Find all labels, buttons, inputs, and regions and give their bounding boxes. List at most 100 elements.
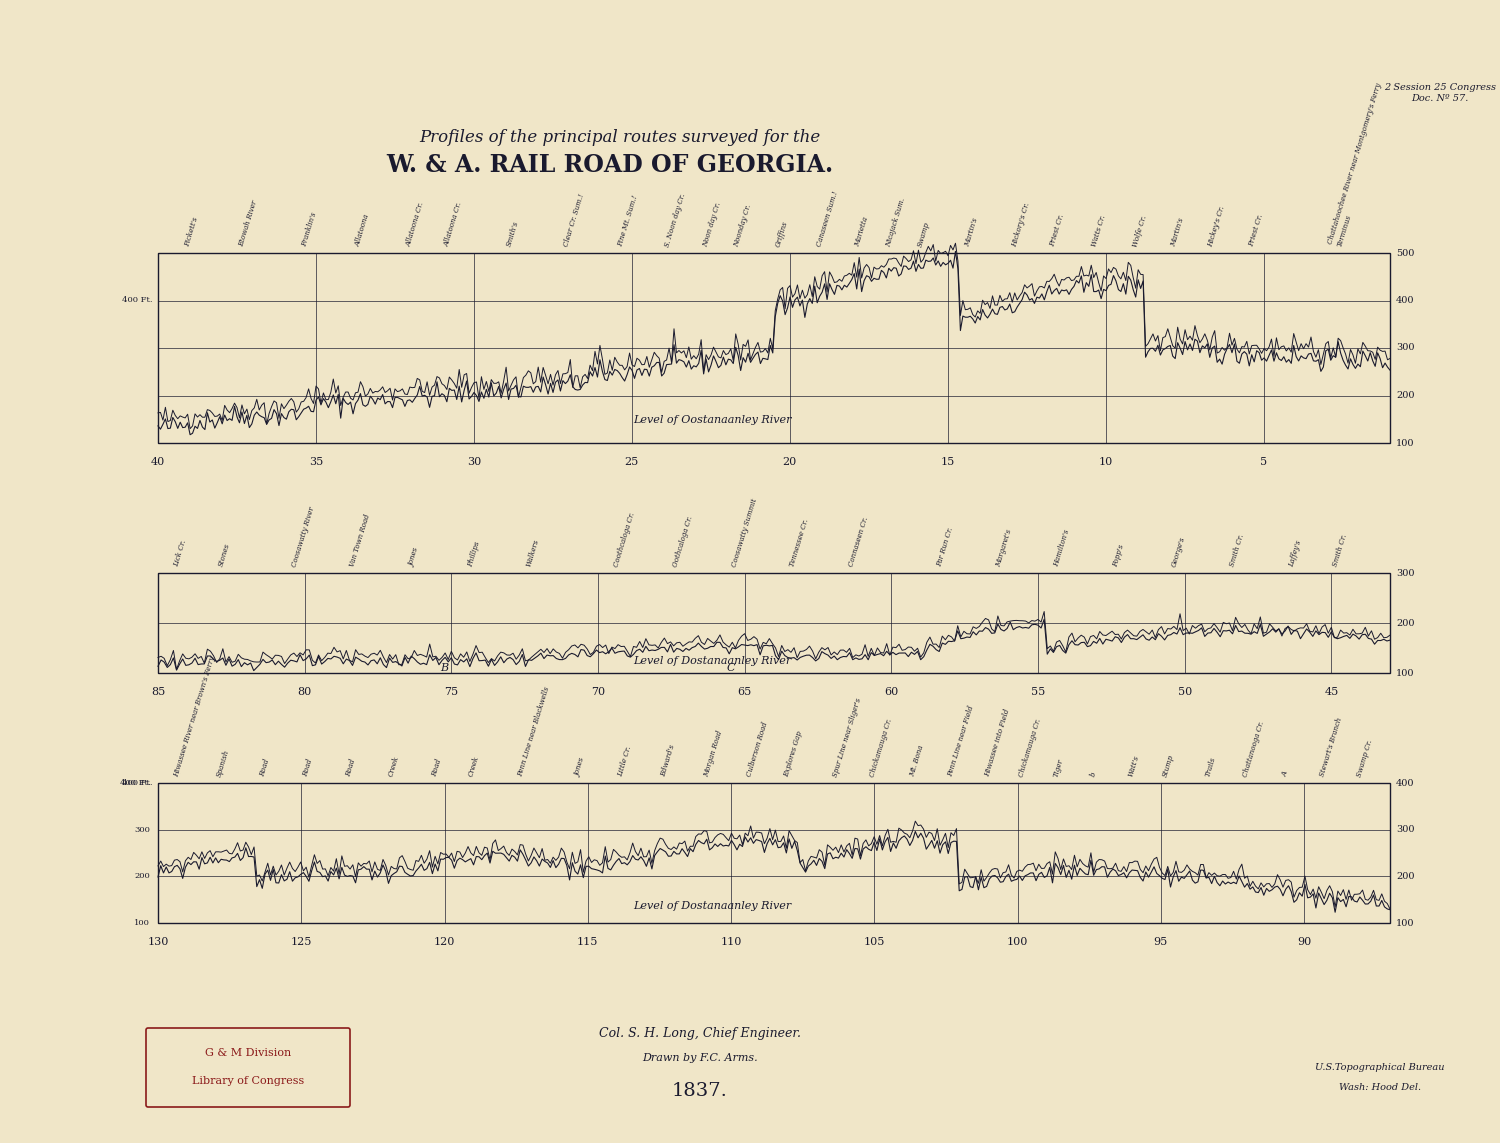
Text: 10: 10 xyxy=(1098,457,1113,467)
Text: Hiwassee into Field: Hiwassee into Field xyxy=(982,709,1011,778)
Text: Spanish: Spanish xyxy=(216,749,231,778)
Text: 200: 200 xyxy=(135,872,150,880)
Text: Road: Road xyxy=(258,758,272,778)
Text: 40: 40 xyxy=(152,457,165,467)
Text: 100: 100 xyxy=(134,919,150,927)
Text: Connaseen Cr.: Connaseen Cr. xyxy=(847,517,870,568)
Text: Creek: Creek xyxy=(387,756,400,778)
Text: 300: 300 xyxy=(134,825,150,833)
Text: Martin's: Martin's xyxy=(1168,217,1185,248)
Text: 55: 55 xyxy=(1030,687,1045,697)
Text: Phillips: Phillips xyxy=(466,541,482,568)
Text: 35: 35 xyxy=(309,457,322,467)
Text: Penn Line near Blackwells: Penn Line near Blackwells xyxy=(516,686,550,778)
Text: Pickett's: Pickett's xyxy=(183,216,200,248)
Text: Watt's: Watt's xyxy=(1126,754,1140,778)
Text: Walkers: Walkers xyxy=(525,538,540,568)
Text: Smith Cr.: Smith Cr. xyxy=(1228,534,1246,568)
Text: 100: 100 xyxy=(1396,919,1414,927)
Text: Mt. Bona: Mt. Bona xyxy=(909,744,926,778)
Bar xyxy=(158,573,1390,673)
Text: Nicajack Sum.: Nicajack Sum. xyxy=(885,197,908,248)
Text: 100: 100 xyxy=(1396,439,1414,448)
Text: Wolfe Cr.: Wolfe Cr. xyxy=(1131,215,1148,248)
Text: 200: 200 xyxy=(1396,391,1414,400)
Text: W. & A. RAIL ROAD OF GEORGIA.: W. & A. RAIL ROAD OF GEORGIA. xyxy=(387,153,834,177)
Text: Library of Congress: Library of Congress xyxy=(192,1076,304,1086)
Text: Allatoona Cr.: Allatoona Cr. xyxy=(405,201,426,248)
Text: Tiger: Tiger xyxy=(1052,758,1065,778)
Text: Laffey's: Laffey's xyxy=(1287,539,1304,568)
Text: Oothcaloga Cr.: Oothcaloga Cr. xyxy=(672,515,694,568)
Text: Noon day Cr.: Noon day Cr. xyxy=(702,201,723,248)
Text: Stewart's Branch: Stewart's Branch xyxy=(1318,717,1344,778)
Text: 15: 15 xyxy=(940,457,956,467)
Text: 400 Ft.: 400 Ft. xyxy=(122,296,152,304)
Text: Culberson Road: Culberson Road xyxy=(746,721,770,778)
Text: 5: 5 xyxy=(1260,457,1268,467)
Text: Stump: Stump xyxy=(1161,753,1174,778)
Text: Jones: Jones xyxy=(408,547,420,568)
Text: 95: 95 xyxy=(1154,937,1168,948)
Text: Morgan Road: Morgan Road xyxy=(702,729,724,778)
Text: Col. S. H. Long, Chief Engineer.: Col. S. H. Long, Chief Engineer. xyxy=(598,1026,801,1039)
Text: Profiles of the principal routes surveyed for the: Profiles of the principal routes surveye… xyxy=(420,129,820,146)
Text: Coothcaloga Cr.: Coothcaloga Cr. xyxy=(612,511,638,568)
Text: Smith's: Smith's xyxy=(506,221,520,248)
Text: Little Cr.: Little Cr. xyxy=(616,745,633,778)
Text: 400: 400 xyxy=(1396,778,1414,788)
Text: Penn Line near Field: Penn Line near Field xyxy=(946,705,975,778)
Text: 105: 105 xyxy=(864,937,885,948)
Text: Road: Road xyxy=(344,758,357,778)
Text: 130: 130 xyxy=(147,937,168,948)
Text: 70: 70 xyxy=(591,687,604,697)
Text: Margaret's: Margaret's xyxy=(994,528,1012,568)
Text: Chattanooga Cr.: Chattanooga Cr. xyxy=(1240,720,1266,778)
Text: 75: 75 xyxy=(444,687,459,697)
Text: 200: 200 xyxy=(1396,618,1414,628)
Text: 60: 60 xyxy=(884,687,898,697)
Text: 400 Ft.: 400 Ft. xyxy=(122,780,152,788)
Text: 500: 500 xyxy=(1396,248,1414,257)
Text: 300: 300 xyxy=(1396,344,1414,352)
Text: 30: 30 xyxy=(466,457,482,467)
Text: 45: 45 xyxy=(1324,687,1338,697)
Text: Level of Dostanaanley River: Level of Dostanaanley River xyxy=(633,656,792,666)
Text: Hickey's Cr.: Hickey's Cr. xyxy=(1208,205,1227,248)
Text: Drawn by F.C. Arms.: Drawn by F.C. Arms. xyxy=(642,1053,758,1063)
Text: Allatoona Cr.: Allatoona Cr. xyxy=(442,201,464,248)
Text: Martin's: Martin's xyxy=(963,217,980,248)
Text: Clear Cr. Sum.!: Clear Cr. Sum.! xyxy=(562,193,586,248)
Text: Road: Road xyxy=(302,758,313,778)
Text: A: A xyxy=(1281,770,1290,778)
Text: B: B xyxy=(441,663,448,673)
Text: Smith Cr.: Smith Cr. xyxy=(1332,534,1348,568)
Text: Swamp Cr.: Swamp Cr. xyxy=(1356,738,1374,778)
Text: 115: 115 xyxy=(578,937,598,948)
Bar xyxy=(158,783,1390,924)
Text: 125: 125 xyxy=(291,937,312,948)
Text: 200: 200 xyxy=(1396,872,1414,881)
Text: S. Noon day Cr.: S. Noon day Cr. xyxy=(663,192,687,248)
Text: Par Run Cr.: Par Run Cr. xyxy=(936,527,956,568)
Text: 400: 400 xyxy=(1396,296,1414,305)
Text: U.S.Topographical Bureau: U.S.Topographical Bureau xyxy=(1316,1063,1444,1072)
Text: 110: 110 xyxy=(720,937,741,948)
Text: Chattahoochee River near Montgomery's Ferry
Terminus: Chattahoochee River near Montgomery's Fe… xyxy=(1328,82,1392,248)
Text: Trails: Trails xyxy=(1204,757,1218,778)
Text: Noonday Cr.: Noonday Cr. xyxy=(734,203,753,248)
Text: 2 Session 25 Congress
Doc. Nº 57.: 2 Session 25 Congress Doc. Nº 57. xyxy=(1384,83,1496,103)
Text: Explores Gap: Explores Gap xyxy=(783,730,804,778)
Text: C: C xyxy=(728,663,735,673)
Text: Hiwassee River near Brown's Ferry: Hiwassee River near Brown's Ferry xyxy=(172,655,217,778)
Text: Wash: Hood Del.: Wash: Hood Del. xyxy=(1340,1084,1420,1093)
Text: Swamp: Swamp xyxy=(916,221,932,248)
Text: Marietta: Marietta xyxy=(853,216,870,248)
Text: 1837.: 1837. xyxy=(672,1082,728,1100)
Text: G & M Division: G & M Division xyxy=(206,1048,291,1058)
Text: Stones: Stones xyxy=(216,543,231,568)
Text: 85: 85 xyxy=(152,687,165,697)
Text: 25: 25 xyxy=(624,457,639,467)
Text: 120: 120 xyxy=(433,937,454,948)
Text: 90: 90 xyxy=(1298,937,1311,948)
